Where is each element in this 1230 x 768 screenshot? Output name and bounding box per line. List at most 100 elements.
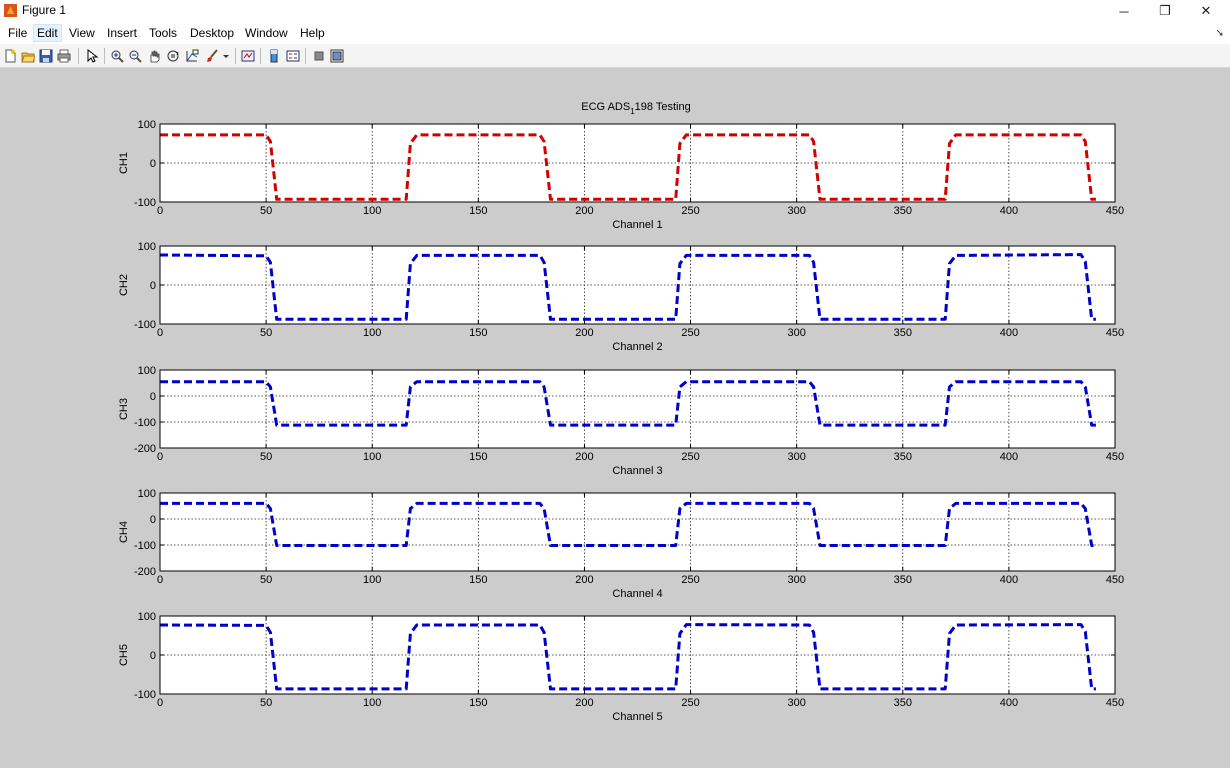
new-figure-icon[interactable] (2, 48, 18, 64)
print-icon[interactable] (56, 48, 72, 64)
zoom-out-icon[interactable] (127, 48, 143, 64)
x-tick-label: 50 (260, 697, 272, 709)
close-button[interactable]: ✕ (1200, 3, 1212, 18)
pan-icon[interactable] (146, 48, 162, 64)
menu-bar: File Edit View Insert Tools Desktop Wind… (0, 22, 1230, 44)
zoom-in-icon[interactable] (109, 48, 125, 64)
menu-desktop[interactable]: Desktop (190, 26, 235, 40)
x-tick-label: 100 (363, 451, 381, 463)
x-tick-label: 100 (363, 697, 381, 709)
x-tick-label: 400 (1000, 697, 1018, 709)
axes-box (159, 245, 1116, 325)
x-tick-label: 250 (681, 205, 699, 217)
x-tick-label: 450 (1106, 697, 1124, 709)
y-tick-label: 100 (138, 365, 156, 377)
dropdown-arrow-icon[interactable] (221, 48, 231, 64)
y-tick-label: 100 (138, 488, 156, 500)
axes-4[interactable]: 0 50 100 150 200 250 300 350 400 450 100 0 -100 -200 C… (118, 488, 1124, 600)
brush-icon[interactable] (204, 48, 220, 64)
edit-plot-icon[interactable] (84, 48, 100, 64)
x-tick-label: 150 (469, 327, 487, 339)
rotate-3d-icon[interactable] (165, 48, 181, 64)
x-tick-label: 0 (157, 697, 163, 709)
menu-view[interactable]: View (69, 26, 95, 40)
x-tick-label: 200 (575, 574, 593, 586)
x-tick-label: 50 (260, 451, 272, 463)
x-tick-label: 300 (787, 205, 805, 217)
x-tick-label: 150 (469, 451, 487, 463)
series-line (160, 380, 1096, 427)
data-cursor-icon[interactable] (184, 48, 200, 64)
y-axis-label: CH3 (118, 398, 130, 420)
link-plot-icon[interactable] (240, 48, 256, 64)
x-tick-label: 300 (787, 451, 805, 463)
axes-5[interactable]: 0 50 100 150 200 250 300 350 400 4501000-100Chann… (118, 611, 1124, 723)
x-tick-label: 100 (363, 574, 381, 586)
y-tick-label: 0 (150, 158, 156, 170)
matlab-logo-icon (4, 4, 17, 17)
y-tick-label: -100 (134, 319, 156, 331)
series-line (159, 253, 1096, 321)
x-tick-label: 100 (363, 327, 381, 339)
x-tick-label: 400 (1000, 205, 1018, 217)
x-tick-label: 250 (681, 697, 699, 709)
y-tick-label: -100 (134, 197, 156, 209)
dock-figure-icon[interactable]: ➘ (1215, 28, 1224, 39)
figure-toolbar (0, 44, 1230, 68)
insert-legend-icon[interactable] (285, 48, 301, 64)
x-tick-label: 200 (575, 205, 593, 217)
x-tick-label: 450 (1106, 451, 1124, 463)
y-tick-label: 100 (138, 611, 156, 623)
save-icon[interactable] (38, 48, 54, 64)
x-tick-label: 0 (157, 205, 163, 217)
menu-edit[interactable]: Edit (33, 24, 62, 42)
series-line (160, 133, 1096, 201)
y-tick-label: -100 (134, 540, 156, 552)
y-tick-label: -200 (134, 443, 156, 455)
menu-tools[interactable]: Tools (149, 26, 178, 40)
show-plot-tools-icon[interactable] (329, 48, 345, 64)
insert-colorbar-icon[interactable] (266, 48, 282, 64)
menu-window[interactable]: Window (245, 26, 288, 40)
series-line (159, 623, 1096, 691)
menu-insert[interactable]: Insert (107, 26, 138, 40)
x-tick-label: 50 (260, 574, 272, 586)
axes-3[interactable]: 0 50 100 150 200 250 300 350 400 450 100 0 -100 -200 C… (118, 365, 1124, 477)
y-tick-label: 100 (138, 241, 156, 253)
x-tick-label: 200 (575, 451, 593, 463)
x-tick-label: 200 (575, 327, 593, 339)
open-file-icon[interactable] (20, 48, 36, 64)
x-tick-label: 300 (787, 697, 805, 709)
maximize-button[interactable]: ❐ (1159, 3, 1171, 18)
x-tick-label: 300 (787, 574, 805, 586)
x-tick-label: 150 (469, 205, 487, 217)
x-tick-label: 400 (1000, 327, 1018, 339)
x-tick-label: 200 (575, 697, 593, 709)
x-tick-label: 0 (157, 574, 163, 586)
x-axis-label: Channel 2 (612, 341, 662, 353)
x-tick-label: 350 (894, 697, 912, 709)
y-axis-label: CH5 (118, 644, 130, 666)
axes-2[interactable]: 0 50 100 150 200 250 300 350 400 4501000-100Chann… (118, 241, 1124, 353)
menu-help[interactable]: Help (300, 26, 325, 40)
menu-file[interactable]: File (8, 26, 28, 40)
hide-plot-tools-icon[interactable] (311, 48, 327, 64)
y-tick-label: -200 (134, 566, 156, 578)
axes-box (159, 492, 1116, 572)
x-tick-label: 350 (894, 327, 912, 339)
figure-canvas: ECG ADS1198 Testing 0 50 100 150 200 250 300 35… (0, 68, 1230, 763)
figure-svg: ECG ADS1198 Testing 0 50 100 150 200 250 300 35… (118, 101, 1124, 723)
x-tick-label: 450 (1106, 574, 1124, 586)
y-tick-label: 0 (150, 650, 156, 662)
x-tick-label: 350 (894, 205, 912, 217)
figure-title: ECG ADS1198 Testing (581, 101, 690, 116)
x-tick-label: 150 (469, 697, 487, 709)
x-tick-label: 50 (260, 205, 272, 217)
y-tick-label: 100 (138, 119, 156, 131)
y-axis-label: CH2 (118, 274, 130, 296)
y-axis-label: CH4 (118, 521, 130, 543)
y-tick-label: 0 (150, 280, 156, 292)
axes-1[interactable]: 0 50 100 150 200 250 300 350 400 4501000-100Chann… (118, 119, 1124, 231)
minimize-button[interactable]: ─ (1119, 3, 1129, 19)
x-tick-label: 50 (260, 327, 272, 339)
